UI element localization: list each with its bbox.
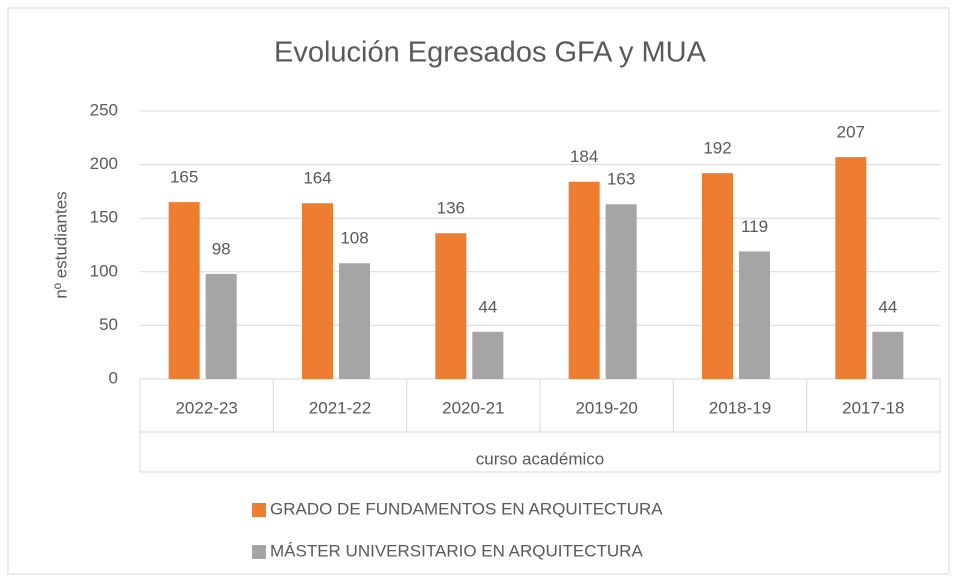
x-tick-label: 2019-20	[575, 398, 637, 417]
y-tick-label: 100	[90, 261, 118, 280]
chart-title: Evolución Egresados GFA y MUA	[274, 37, 707, 69]
data-label: 44	[478, 297, 497, 316]
y-tick-label: 250	[90, 100, 118, 119]
data-label: 44	[878, 297, 897, 316]
data-label: 119	[741, 217, 768, 236]
bar	[435, 233, 467, 379]
data-label: 108	[340, 229, 368, 248]
data-label: 207	[837, 123, 865, 142]
y-tick-label: 150	[90, 208, 118, 227]
bar	[568, 181, 600, 379]
bar	[702, 173, 733, 379]
bar	[472, 331, 504, 379]
bar	[339, 263, 370, 379]
data-label: 184	[570, 147, 598, 166]
legend-swatch	[252, 545, 266, 559]
chart-border	[7, 7, 950, 575]
data-label: 164	[303, 169, 331, 188]
data-label: 98	[212, 239, 231, 258]
data-label: 192	[703, 139, 731, 158]
bar	[872, 331, 904, 379]
x-tick-label: 2021-22	[309, 398, 371, 417]
x-tick-label: 2020-21	[442, 398, 504, 417]
data-label: 163	[607, 170, 635, 189]
legend-label: MÁSTER UNIVERSITARIO EN ARQUITECTURA	[270, 541, 643, 560]
bar	[205, 273, 237, 379]
legend-label: GRADO DE FUNDAMENTOS EN ARQUITECTURA	[270, 499, 663, 518]
x-tick-label: 2018-19	[709, 398, 771, 417]
x-axis-label: curso académico	[476, 449, 605, 468]
y-tick-label: 0	[109, 368, 118, 387]
y-tick-label: 200	[90, 154, 118, 173]
bar	[168, 202, 200, 379]
bar	[302, 203, 333, 379]
bar	[605, 204, 637, 379]
bar	[739, 251, 770, 379]
bar	[835, 157, 867, 379]
x-tick-label: 2022-23	[175, 398, 237, 417]
legend-swatch	[252, 503, 266, 517]
x-tick-label: 2017-18	[842, 398, 904, 417]
data-label: 136	[437, 199, 465, 218]
y-tick-label: 50	[99, 315, 118, 334]
data-label: 165	[170, 168, 198, 187]
y-axis-label: nº estudiantes	[51, 191, 70, 298]
